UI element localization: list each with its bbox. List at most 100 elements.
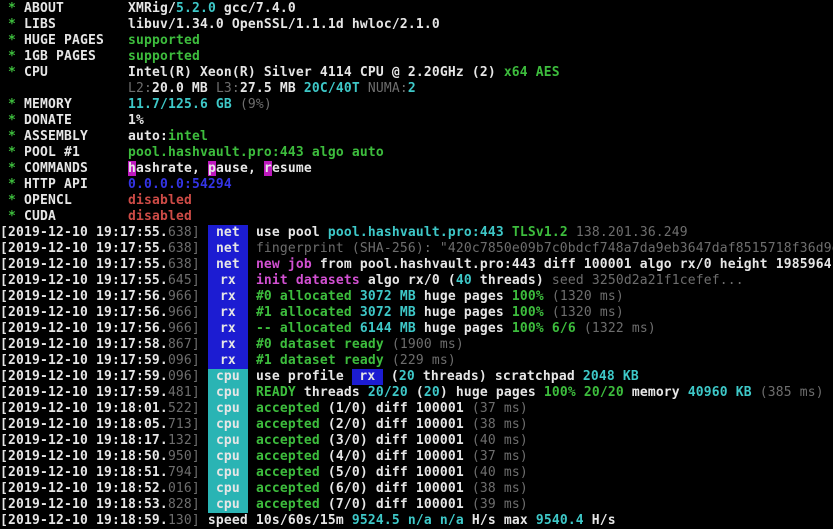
log-text: huge pages — [415, 321, 512, 336]
bullet-star: * — [0, 33, 24, 48]
log-text: 638] — [167, 225, 200, 240]
log-line: * 1GB PAGES supported — [0, 49, 833, 65]
log-line: [2019-12-10 19:18:51.794] cpu accepted (… — [0, 465, 833, 481]
log-text: pool.hashvault.pro:443 — [327, 225, 512, 240]
log-text: 20/20 — [367, 385, 408, 400]
log-text: (2/0) diff 100001 — [319, 417, 464, 432]
log-text: auto: — [127, 129, 168, 144]
bullet-star: * — [0, 113, 24, 128]
log-text: (3/0) diff 100001 — [319, 433, 464, 448]
log-text — [200, 449, 208, 464]
log-text: (38 ms) — [463, 481, 528, 496]
log-text: 3072 MB — [359, 305, 416, 320]
log-text: speed 10s/60s/15m — [199, 513, 352, 528]
log-text — [200, 369, 208, 384]
cpu-tag: cpu — [207, 385, 248, 401]
log-text: 966] — [167, 305, 200, 320]
log-text: (40 ms) — [463, 465, 528, 480]
log-text — [248, 449, 256, 464]
log-text: 096] — [167, 353, 200, 368]
log-text: esume — [271, 161, 312, 176]
cpu-tag: cpu — [207, 481, 248, 497]
log-text — [200, 257, 208, 272]
log-text: huge pages — [415, 305, 512, 320]
log-text — [200, 353, 208, 368]
log-text: accepted — [255, 433, 320, 448]
log-text: 794] — [167, 465, 200, 480]
log-text — [200, 433, 208, 448]
command-key-resume: r — [263, 161, 272, 176]
log-line: L2:20.0 MB L3:27.5 MB 20C/40T NUMA:2 — [0, 81, 833, 97]
log-text: 867] — [167, 337, 200, 352]
log-text: (385 ms) — [751, 385, 824, 400]
log-text: accepted — [255, 417, 320, 432]
log-text: 9540.4 — [535, 513, 584, 528]
log-text — [248, 497, 256, 512]
log-text: 638] — [167, 241, 200, 256]
timestamp: [2019-12-10 19:17:59. — [0, 369, 168, 384]
cpu-tag: cpu — [207, 449, 248, 465]
log-text: #0 allocated — [255, 289, 360, 304]
log-text — [200, 289, 208, 304]
log-text: 20 — [398, 369, 415, 384]
log-text: (1900 ms) — [383, 337, 464, 352]
cpu-tag: cpu — [207, 433, 248, 449]
log-text: ause, — [215, 161, 264, 176]
log-text — [200, 241, 208, 256]
field-label: HTTP API — [24, 177, 128, 192]
log-text — [200, 273, 208, 288]
log-text: -- allocated — [255, 321, 360, 336]
log-text: (7/0) diff 100001 — [319, 497, 464, 512]
log-text — [200, 321, 208, 336]
log-text: (37 ms) — [463, 401, 528, 416]
log-text: TLSv1.2 — [511, 225, 576, 240]
log-text: (39 ms) — [463, 497, 528, 512]
log-text: 3072 MB — [359, 289, 416, 304]
log-line: * ABOUT XMRig/5.2.0 gcc/7.4.0 — [0, 1, 833, 17]
log-line: * CPU Intel(R) Xeon(R) Silver 4114 CPU @… — [0, 65, 833, 81]
log-text: 713] — [167, 417, 200, 432]
log-text: (9%) — [239, 97, 272, 112]
log-text: 828] — [167, 497, 200, 512]
net-tag: net — [207, 225, 248, 241]
timestamp: [2019-12-10 19:17:56. — [0, 321, 168, 336]
log-line: [2019-12-10 19:18:17.132] cpu accepted (… — [0, 433, 833, 449]
log-line: [2019-12-10 19:18:53.828] cpu accepted (… — [0, 497, 833, 513]
log-text: 20 — [423, 385, 440, 400]
log-text: disabled — [127, 209, 192, 224]
bullet-star: * — [0, 161, 24, 176]
log-text: accepted — [255, 401, 320, 416]
bullet-star: * — [0, 145, 24, 160]
log-line: [2019-12-10 19:17:56.966] rx #0 allocate… — [0, 289, 833, 305]
log-text: disabled — [127, 193, 192, 208]
timestamp: [2019-12-10 19:17:59. — [0, 353, 168, 368]
log-text: 522] — [167, 401, 200, 416]
log-text — [200, 417, 208, 432]
log-text: 100% 20/20 — [543, 385, 624, 400]
timestamp: [2019-12-10 19:17:55. — [0, 273, 168, 288]
log-text: 5.2.0 — [175, 1, 216, 16]
log-line: [2019-12-10 19:17:56.966] rx -- allocate… — [0, 321, 833, 337]
log-text: pool.hashvault.pro:443 algo auto — [127, 145, 384, 160]
log-text: x64 AES — [503, 65, 560, 80]
log-text — [248, 257, 256, 272]
log-text: 138.201.36.249 — [575, 225, 688, 240]
log-line: [2019-12-10 19:17:59.096] rx #1 dataset … — [0, 353, 833, 369]
timestamp: [2019-12-10 19:17:56. — [0, 289, 168, 304]
bullet-star: * — [0, 1, 24, 16]
log-text: 20.0 MB — [151, 81, 216, 96]
log-text — [248, 273, 256, 288]
log-text: 645] — [167, 273, 200, 288]
log-text: accepted — [255, 481, 320, 496]
rx-tag: rx — [207, 321, 248, 337]
cpu-tag: cpu — [207, 401, 248, 417]
field-label: COMMANDS — [24, 161, 128, 176]
log-text: L3: — [215, 81, 240, 96]
log-line: [2019-12-10 19:18:01.522] cpu accepted (… — [0, 401, 833, 417]
log-text: gcc/7.4.0 — [215, 1, 296, 16]
log-text: (1/0) diff 100001 — [319, 401, 464, 416]
log-text: (38 ms) — [463, 417, 528, 432]
rx-tag: rx — [207, 305, 248, 321]
timestamp: [2019-12-10 19:17:55. — [0, 225, 168, 240]
